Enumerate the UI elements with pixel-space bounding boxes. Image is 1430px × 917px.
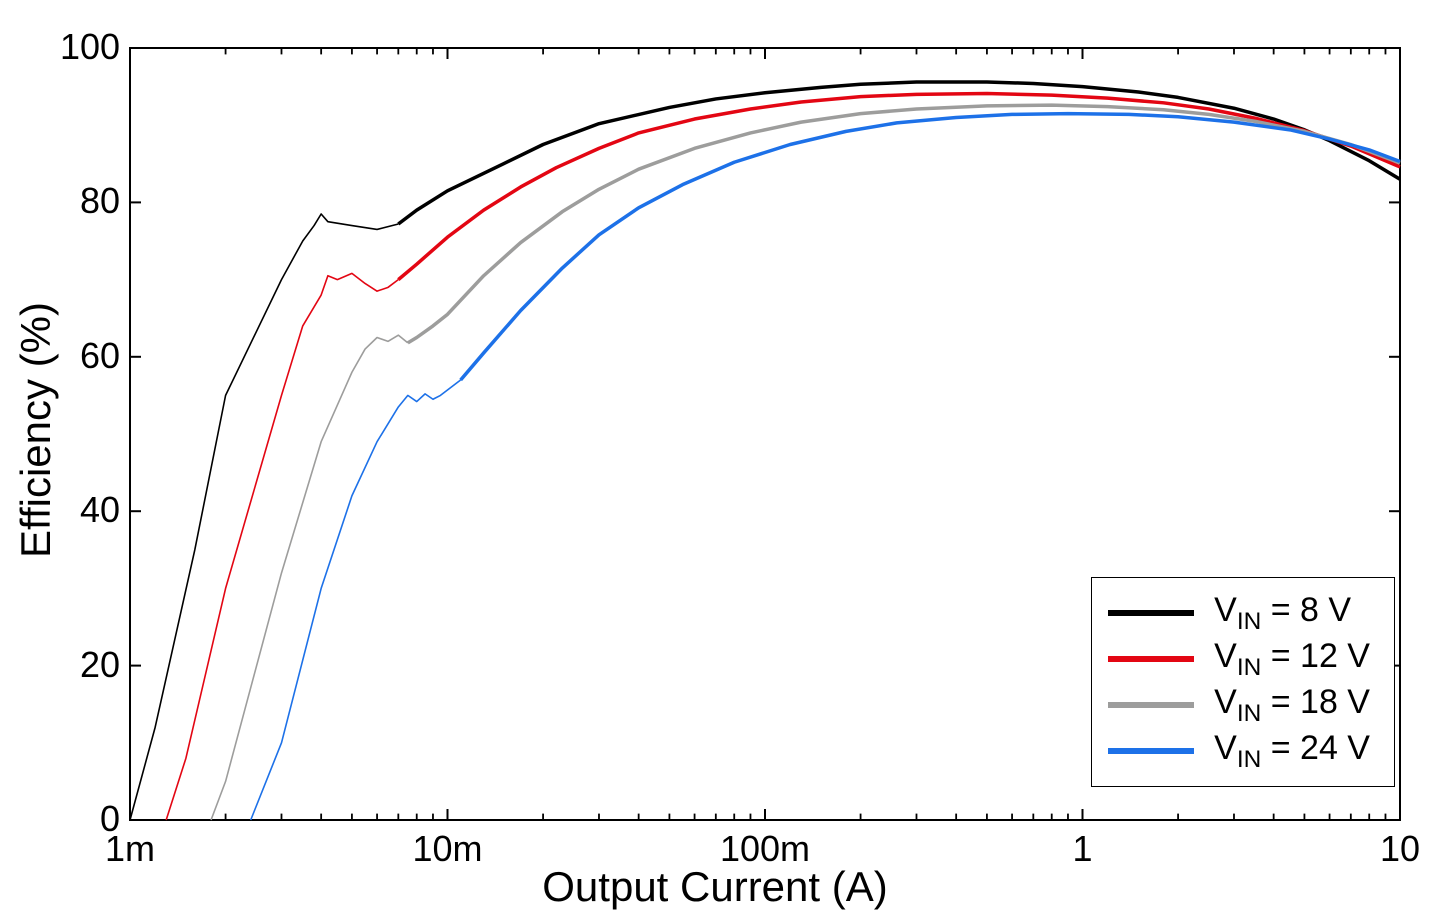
legend-label: VIN = 8 V [1214, 591, 1351, 636]
x-tick-label: 100m [720, 828, 810, 870]
series-line [130, 214, 398, 820]
series-line [398, 82, 1400, 224]
series-line [461, 114, 1400, 380]
efficiency-chart: { "chart": { "type": "line", "width_px":… [0, 0, 1430, 917]
x-axis-label: Output Current (A) [542, 863, 887, 911]
y-tick-label: 80 [60, 180, 120, 222]
legend-swatch [1108, 656, 1194, 662]
legend-row: VIN = 18 V [1108, 682, 1370, 728]
y-tick-label: 60 [60, 335, 120, 377]
legend: VIN = 8 VVIN = 12 VVIN = 18 VVIN = 24 V [1091, 577, 1395, 787]
x-tick-label: 1m [105, 828, 155, 870]
y-tick-label: 20 [60, 644, 120, 686]
series-line [251, 380, 461, 820]
y-axis-label: Efficiency (%) [12, 302, 60, 558]
legend-swatch [1108, 702, 1194, 708]
legend-label: VIN = 12 V [1214, 637, 1370, 682]
legend-swatch [1108, 748, 1194, 754]
legend-row: VIN = 24 V [1108, 728, 1370, 774]
legend-label: VIN = 24 V [1214, 729, 1370, 774]
series-line [211, 335, 408, 820]
x-tick-label: 10 [1380, 828, 1420, 870]
legend-row: VIN = 12 V [1108, 636, 1370, 682]
y-tick-label: 100 [60, 26, 120, 68]
x-tick-label: 10m [412, 828, 482, 870]
y-tick-label: 40 [60, 489, 120, 531]
legend-swatch [1108, 610, 1194, 616]
legend-label: VIN = 18 V [1214, 683, 1370, 728]
x-tick-label: 1 [1072, 828, 1092, 870]
legend-row: VIN = 8 V [1108, 590, 1370, 636]
